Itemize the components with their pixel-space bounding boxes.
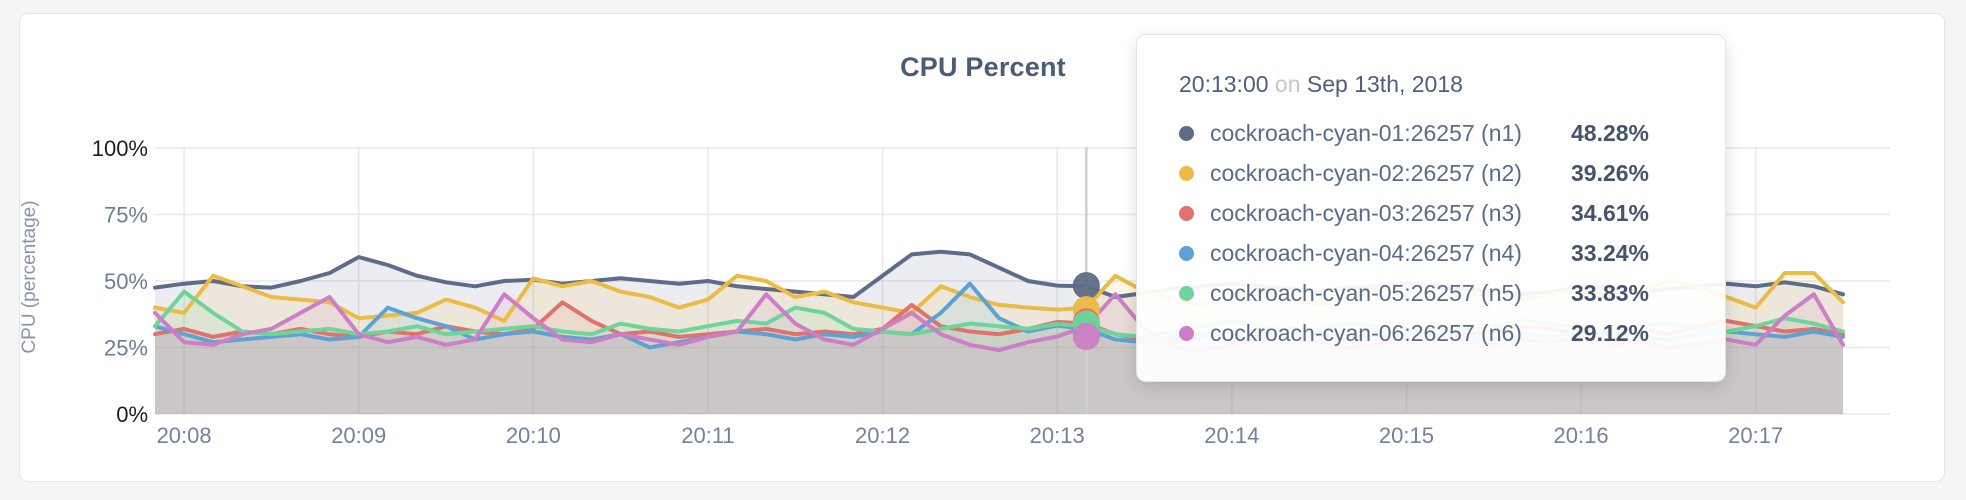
series-area-5 bbox=[155, 291, 1843, 414]
tooltip-rows: cockroach-cyan-01:26257 (n1) 48.28% cockro… bbox=[1179, 113, 1685, 353]
x-tick-label: 20:10 bbox=[506, 423, 561, 448]
series-area-6 bbox=[155, 294, 1843, 414]
chart-title: CPU Percent bbox=[900, 52, 1066, 82]
tooltip-series-value: 48.28% bbox=[1571, 119, 1650, 146]
x-tick-label: 20:12 bbox=[855, 423, 910, 448]
tooltip-series-row: cockroach-cyan-03:26257 (n3) 34.61% bbox=[1179, 193, 1685, 233]
hover-tooltip: 20:13:00 on Sep 13th, 2018 cockroach-cya… bbox=[1136, 34, 1726, 382]
tooltip-series-label: cockroach-cyan-01:26257 (n1) bbox=[1210, 119, 1522, 146]
tooltip-series-value: 34.61% bbox=[1571, 199, 1650, 226]
series-color-dot-icon bbox=[1179, 205, 1194, 221]
tooltip-series-row: cockroach-cyan-04:26257 (n4) 33.24% bbox=[1179, 233, 1685, 273]
tooltip-timestamp: 20:13:00 on Sep 13th, 2018 bbox=[1179, 71, 1685, 97]
hover-point-dot bbox=[1072, 323, 1100, 351]
y-tick-label: 25% bbox=[104, 336, 148, 361]
series-color-dot-icon bbox=[1179, 285, 1194, 301]
y-tick-label: 100% bbox=[92, 136, 148, 161]
tooltip-series-label: cockroach-cyan-04:26257 (n4) bbox=[1210, 239, 1522, 266]
x-tick-label: 20:17 bbox=[1728, 423, 1783, 448]
series-color-dot-icon bbox=[1179, 245, 1194, 261]
y-tick-label: 50% bbox=[104, 269, 148, 294]
x-tick-label: 20:15 bbox=[1379, 423, 1434, 448]
hover-point-dot bbox=[1072, 272, 1100, 300]
tooltip-series-row: cockroach-cyan-05:26257 (n5) 33.83% bbox=[1179, 273, 1685, 313]
tooltip-time: 20:13:00 bbox=[1179, 71, 1269, 97]
x-tick-label: 20:09 bbox=[331, 423, 386, 448]
tooltip-series-value: 33.83% bbox=[1571, 279, 1650, 306]
tooltip-series-row: cockroach-cyan-06:26257 (n6) 29.12% bbox=[1179, 313, 1685, 353]
y-tick-label: 75% bbox=[104, 203, 148, 228]
y-tick-label: 0% bbox=[116, 402, 148, 427]
tooltip-series-value: 33.24% bbox=[1571, 239, 1650, 266]
series-color-dot-icon bbox=[1179, 165, 1194, 181]
tooltip-series-row: cockroach-cyan-01:26257 (n1) 48.28% bbox=[1179, 113, 1685, 153]
x-tick-label: 20:08 bbox=[157, 423, 212, 448]
series-color-dot-icon bbox=[1179, 125, 1194, 141]
x-tick-label: 20:14 bbox=[1204, 423, 1259, 448]
x-tick-label: 20:11 bbox=[681, 423, 734, 448]
x-tick-label: 20:16 bbox=[1554, 423, 1609, 448]
tooltip-series-label: cockroach-cyan-03:26257 (n3) bbox=[1210, 199, 1522, 226]
tooltip-on-word: on bbox=[1274, 71, 1301, 97]
series-color-dot-icon bbox=[1179, 325, 1194, 341]
tooltip-series-row: cockroach-cyan-02:26257 (n2) 39.26% bbox=[1179, 153, 1685, 193]
tooltip-series-label: cockroach-cyan-02:26257 (n2) bbox=[1210, 159, 1522, 186]
x-tick-label: 20:13 bbox=[1030, 423, 1085, 448]
tooltip-date: Sep 13th, 2018 bbox=[1306, 71, 1463, 97]
tooltip-series-label: cockroach-cyan-05:26257 (n5) bbox=[1210, 279, 1522, 306]
tooltip-series-value: 29.12% bbox=[1571, 319, 1650, 346]
tooltip-series-value: 39.26% bbox=[1571, 159, 1650, 186]
tooltip-series-label: cockroach-cyan-06:26257 (n6) bbox=[1210, 319, 1522, 346]
